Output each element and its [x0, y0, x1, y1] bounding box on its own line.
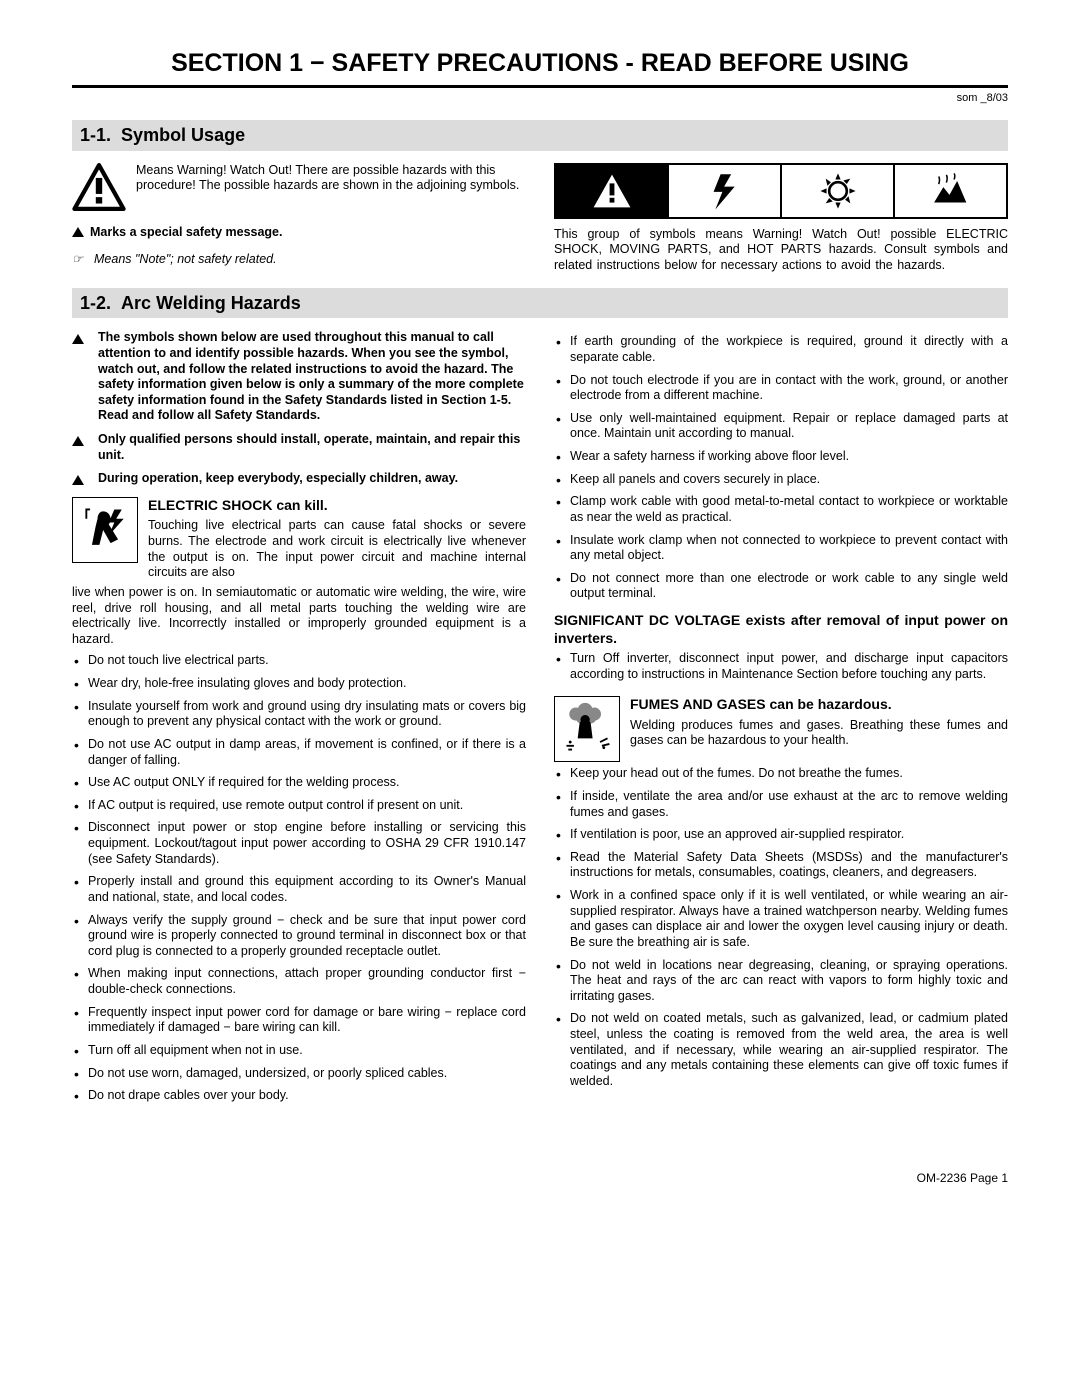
triangle-bullet-icon — [72, 334, 84, 344]
shock-continued-bullets: If earth grounding of the workpiece is r… — [554, 334, 1008, 602]
list-item: Frequently inspect input power cord for … — [72, 1005, 526, 1036]
list-item: When making input connections, attach pr… — [72, 966, 526, 997]
doc-revision: som _8/03 — [72, 92, 1008, 106]
list-item: Do not connect more than one electrode o… — [554, 571, 1008, 602]
warning-triangle-icon — [72, 163, 126, 211]
subsection-number: 1-2. — [80, 293, 111, 313]
list-item: Do not touch electrode if you are in con… — [554, 373, 1008, 404]
list-item: Do not use worn, damaged, undersized, or… — [72, 1066, 526, 1082]
list-item: Do not use AC output in damp areas, if m… — [72, 737, 526, 768]
subsection-1-1-header: 1-1. Symbol Usage — [72, 120, 1008, 151]
intro-block-2: Only qualified persons should install, o… — [72, 432, 526, 463]
list-item: Keep all panels and covers securely in p… — [554, 472, 1008, 488]
strip-shock-icon — [669, 165, 782, 217]
fumes-hazard: FUMES AND GASES can be hazardous. Weldin… — [554, 696, 1008, 762]
list-item: Clamp work cable with good metal-to-meta… — [554, 494, 1008, 525]
list-item: Do not drape cables over your body. — [72, 1088, 526, 1104]
list-item: Turn Off inverter, disconnect input powe… — [554, 651, 1008, 682]
list-item: Insulate work clamp when not connected t… — [554, 533, 1008, 564]
strip-hot-parts-icon — [895, 165, 1006, 217]
list-item: Do not weld on coated metals, such as ga… — [554, 1011, 1008, 1089]
list-item: Turn off all equipment when not in use. — [72, 1043, 526, 1059]
list-item: Wear a safety harness if working above f… — [554, 449, 1008, 465]
electric-shock-hazard: ELECTRIC SHOCK can kill. Touching live e… — [72, 497, 526, 581]
dc-voltage-heading: SIGNIFICANT DC VOLTAGE exists after remo… — [554, 612, 1008, 647]
list-item: Disconnect input power or stop engine be… — [72, 820, 526, 867]
list-item: Do not weld in locations near degreasing… — [554, 958, 1008, 1005]
intro-block-1: The symbols shown below are used through… — [72, 330, 526, 424]
triangle-bullet-icon — [72, 475, 84, 485]
electric-shock-bullets: Do not touch live electrical parts. Wear … — [72, 653, 526, 1103]
symbol-strip-caption: This group of symbols means Warning! Wat… — [554, 227, 1008, 274]
list-item: If earth grounding of the workpiece is r… — [554, 334, 1008, 365]
subsection-number: 1-1. — [80, 125, 111, 145]
electric-shock-overflow: live when power is on. In semiautomatic … — [72, 585, 526, 648]
list-item: Properly install and ground this equipme… — [72, 874, 526, 905]
list-item: Use only well-maintained equipment. Repa… — [554, 411, 1008, 442]
list-item: If ventilation is poor, use an approved … — [554, 827, 1008, 843]
list-item: Use AC output ONLY if required for the w… — [72, 775, 526, 791]
list-item: Wear dry, hole-free insulating gloves an… — [72, 676, 526, 692]
fumes-bullets: Keep your head out of the fumes. Do not … — [554, 766, 1008, 1089]
fumes-heading: FUMES AND GASES can be hazardous. — [630, 696, 1008, 714]
triangle-bullet-icon — [72, 436, 84, 446]
strip-warning-icon — [556, 165, 669, 217]
electric-shock-heading: ELECTRIC SHOCK can kill. — [148, 497, 526, 515]
list-item: Always verify the supply ground − check … — [72, 913, 526, 960]
list-item: Keep your head out of the fumes. Do not … — [554, 766, 1008, 782]
dc-voltage-bullets: Turn Off inverter, disconnect input powe… — [554, 651, 1008, 682]
list-item: Do not touch live electrical parts. — [72, 653, 526, 669]
electric-shock-text: Touching live electrical parts can cause… — [148, 518, 526, 581]
marks-safety-message-line: Marks a special safety message. — [72, 225, 526, 241]
section-title: SECTION 1 − SAFETY PRECAUTIONS - READ BE… — [72, 48, 1008, 88]
triangle-bullet-icon — [72, 227, 84, 237]
list-item: Insulate yourself from work and ground u… — [72, 699, 526, 730]
page-footer: OM-2236 Page 1 — [72, 1171, 1008, 1186]
subsection-title: Symbol Usage — [121, 125, 245, 145]
intro-block-3: During operation, keep everybody, especi… — [72, 471, 526, 489]
fumes-icon — [554, 696, 620, 762]
fumes-text: Welding produces fumes and gases. Breath… — [630, 718, 1008, 749]
list-item: Work in a confined space only if it is w… — [554, 888, 1008, 951]
subsection-title: Arc Welding Hazards — [121, 293, 301, 313]
strip-moving-parts-icon — [782, 165, 895, 217]
list-item: Read the Material Safety Data Sheets (MS… — [554, 850, 1008, 881]
subsection-1-2-header: 1-2. Arc Welding Hazards — [72, 288, 1008, 319]
pointing-hand-icon: ☞ — [72, 252, 90, 268]
hazard-symbol-strip — [554, 163, 1008, 219]
electric-shock-icon — [72, 497, 138, 563]
warning-text: Means Warning! Watch Out! There are poss… — [136, 163, 526, 211]
note-line: ☞Means "Note"; not safety related. — [72, 252, 526, 268]
list-item: If AC output is required, use remote out… — [72, 798, 526, 814]
list-item: If inside, ventilate the area and/or use… — [554, 789, 1008, 820]
